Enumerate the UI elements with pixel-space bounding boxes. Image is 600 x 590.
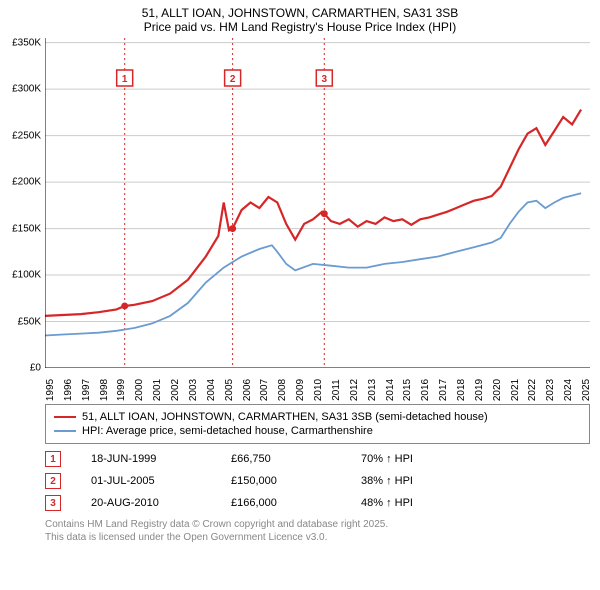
x-tick-label: 2006 <box>242 379 253 401</box>
x-tick-label: 2011 <box>331 379 342 401</box>
x-tick-label: 2019 <box>474 379 485 401</box>
x-tick-label: 2013 <box>367 379 378 401</box>
y-tick-label: £300K <box>12 84 41 95</box>
x-tick-label: 2005 <box>224 379 235 401</box>
x-tick-label: 2004 <box>206 379 217 401</box>
footer-line-1: Contains HM Land Registry data © Crown c… <box>45 518 590 531</box>
x-tick-label: 2015 <box>402 379 413 401</box>
svg-text:2: 2 <box>230 74 236 85</box>
marker-number-box: 2 <box>45 473 61 489</box>
y-tick-label: £0 <box>30 363 41 374</box>
chart-container: 51, ALLT IOAN, JOHNSTOWN, CARMARTHEN, SA… <box>0 0 600 544</box>
y-axis-labels: £0£50K£100K£150K£200K£250K£300K£350K <box>0 38 43 368</box>
legend: 51, ALLT IOAN, JOHNSTOWN, CARMARTHEN, SA… <box>45 404 590 444</box>
x-tick-label: 2000 <box>134 379 145 401</box>
x-tick-label: 2025 <box>581 379 592 401</box>
svg-text:1: 1 <box>122 74 128 85</box>
x-tick-label: 2001 <box>152 379 163 401</box>
marker-pct: 38% ↑ HPI <box>361 475 471 487</box>
x-tick-label: 2010 <box>313 379 324 401</box>
x-tick-label: 1998 <box>99 379 110 401</box>
marker-number-box: 3 <box>45 495 61 511</box>
x-tick-label: 1996 <box>63 379 74 401</box>
marker-number-box: 1 <box>45 451 61 467</box>
legend-row: 51, ALLT IOAN, JOHNSTOWN, CARMARTHEN, SA… <box>54 410 581 424</box>
legend-label: HPI: Average price, semi-detached house,… <box>82 425 373 437</box>
x-tick-label: 2008 <box>277 379 288 401</box>
x-axis-labels: 1995199619971998199920002001200220032004… <box>45 368 590 396</box>
marker-row: 2 01-JUL-2005 £150,000 38% ↑ HPI <box>45 470 590 492</box>
chart-title: 51, ALLT IOAN, JOHNSTOWN, CARMARTHEN, SA… <box>0 0 600 20</box>
x-tick-label: 2012 <box>349 379 360 401</box>
x-tick-label: 2020 <box>492 379 503 401</box>
x-tick-label: 2023 <box>545 379 556 401</box>
marker-date: 18-JUN-1999 <box>91 453 201 465</box>
x-tick-label: 1995 <box>45 379 56 401</box>
y-tick-label: £250K <box>12 130 41 141</box>
x-tick-label: 2003 <box>188 379 199 401</box>
marker-price: £66,750 <box>231 453 331 465</box>
legend-label: 51, ALLT IOAN, JOHNSTOWN, CARMARTHEN, SA… <box>82 411 488 423</box>
chart-plot-area: 1 2 3 <box>45 38 590 368</box>
x-tick-label: 2018 <box>456 379 467 401</box>
marker-pct: 48% ↑ HPI <box>361 497 471 509</box>
marker-pct: 70% ↑ HPI <box>361 453 471 465</box>
y-tick-label: £350K <box>12 37 41 48</box>
marker-row: 1 18-JUN-1999 £66,750 70% ↑ HPI <box>45 448 590 470</box>
legend-swatch <box>54 430 76 432</box>
x-tick-label: 2024 <box>563 379 574 401</box>
y-tick-label: £50K <box>18 316 41 327</box>
marker-date: 20-AUG-2010 <box>91 497 201 509</box>
marker-date: 01-JUL-2005 <box>91 475 201 487</box>
y-tick-label: £200K <box>12 177 41 188</box>
x-tick-label: 1997 <box>81 379 92 401</box>
x-tick-label: 2017 <box>438 379 449 401</box>
x-tick-label: 2022 <box>527 379 538 401</box>
x-tick-label: 2016 <box>420 379 431 401</box>
marker-table: 1 18-JUN-1999 £66,750 70% ↑ HPI 2 01-JUL… <box>45 448 590 514</box>
y-tick-label: £150K <box>12 223 41 234</box>
x-tick-label: 1999 <box>116 379 127 401</box>
x-tick-label: 2002 <box>170 379 181 401</box>
x-tick-label: 2009 <box>295 379 306 401</box>
chart-svg: 1 2 3 <box>45 38 590 368</box>
svg-text:3: 3 <box>322 74 328 85</box>
x-tick-label: 2021 <box>510 379 521 401</box>
marker-row: 3 20-AUG-2010 £166,000 48% ↑ HPI <box>45 492 590 514</box>
footer-attribution: Contains HM Land Registry data © Crown c… <box>45 518 590 544</box>
y-tick-label: £100K <box>12 270 41 281</box>
chart-subtitle: Price paid vs. HM Land Registry's House … <box>0 20 600 38</box>
legend-swatch <box>54 416 76 418</box>
x-tick-label: 2014 <box>385 379 396 401</box>
marker-price: £166,000 <box>231 497 331 509</box>
footer-line-2: This data is licensed under the Open Gov… <box>45 531 590 544</box>
x-tick-label: 2007 <box>259 379 270 401</box>
legend-row: HPI: Average price, semi-detached house,… <box>54 424 581 438</box>
marker-price: £150,000 <box>231 475 331 487</box>
